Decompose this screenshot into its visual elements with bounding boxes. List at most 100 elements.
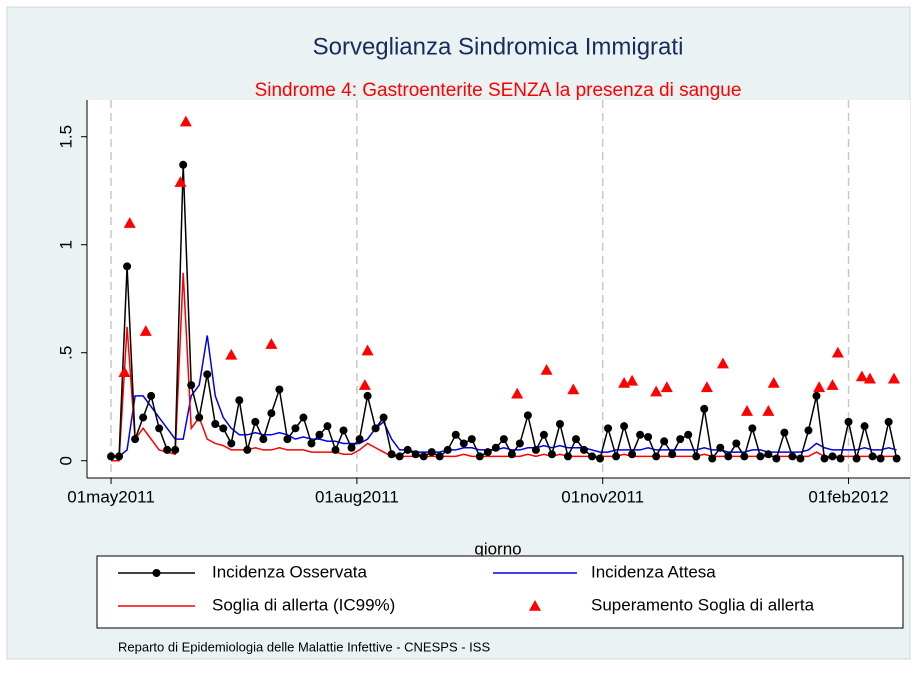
data-point — [650, 385, 663, 397]
caption: Reparto di Epidemiologia delle Malattie … — [118, 639, 490, 654]
data-point — [179, 115, 192, 127]
data-point — [315, 430, 324, 439]
chart-subtitle: Sindrome 4: Gastroenterite SENZA la pres… — [255, 80, 742, 101]
data-point — [772, 454, 781, 463]
data-point — [459, 439, 468, 448]
data-point — [515, 439, 524, 448]
data-point — [339, 426, 348, 435]
data-point — [419, 452, 428, 461]
data-point — [555, 420, 564, 428]
data-point — [716, 443, 725, 452]
data-point — [475, 452, 484, 461]
data-point — [852, 454, 861, 463]
data-point — [203, 370, 212, 379]
data-point — [275, 385, 284, 394]
data-point — [259, 435, 268, 444]
data-point — [588, 452, 597, 461]
data-point — [171, 445, 180, 454]
x-tick-label: 01may2011 — [67, 487, 155, 506]
data-point — [491, 443, 500, 452]
data-point — [855, 370, 868, 382]
data-point — [227, 439, 236, 448]
data-point — [467, 435, 476, 444]
data-point — [836, 454, 845, 463]
data-point — [363, 391, 372, 400]
legend-label: Incidenza Attesa — [591, 562, 716, 581]
legend-label: Incidenza Osservata — [212, 562, 368, 581]
data-point — [724, 452, 733, 461]
data-point — [812, 391, 821, 400]
legend-entry: Incidenza Attesa — [493, 562, 716, 581]
data-point — [636, 430, 645, 439]
data-point — [387, 450, 396, 459]
data-point — [523, 411, 532, 420]
data-point — [451, 430, 460, 439]
data-point — [283, 435, 292, 444]
data-point — [796, 454, 805, 463]
data-point — [692, 452, 701, 461]
y-tick-label: .5 — [56, 346, 75, 360]
data-point — [860, 422, 869, 431]
data-point — [299, 413, 308, 422]
data-point — [123, 217, 136, 228]
data-point — [411, 450, 420, 459]
data-point — [507, 450, 516, 459]
data-point — [644, 432, 653, 441]
data-point — [358, 379, 371, 390]
data-point — [179, 160, 188, 169]
data-point — [892, 454, 901, 463]
data-point — [884, 417, 893, 426]
data-point — [265, 338, 278, 349]
data-point — [323, 422, 332, 431]
data-point — [604, 424, 613, 433]
data-point — [547, 450, 556, 459]
legend-label: Soglia di allerta (IC99%) — [212, 595, 395, 614]
data-point — [626, 374, 639, 386]
data-point — [371, 424, 380, 433]
x-tick-label: 01nov2011 — [561, 487, 644, 506]
data-point — [580, 445, 589, 454]
data-point — [813, 381, 826, 393]
legend-entry: Soglia di allerta (IC99%) — [118, 595, 395, 614]
legend-entries: Incidenza Osservata Incidenza Attesa Sogli… — [118, 562, 815, 614]
data-point — [868, 452, 877, 461]
data-point — [620, 422, 629, 431]
marks — [107, 115, 901, 463]
data-point — [740, 452, 749, 461]
data-point — [762, 405, 775, 416]
data-point — [828, 452, 837, 461]
data-point — [831, 346, 844, 358]
data-point — [211, 420, 220, 428]
data-point — [596, 454, 605, 463]
data-point — [187, 381, 196, 390]
data-point — [844, 417, 853, 426]
data-point — [563, 452, 572, 461]
data-point — [863, 372, 876, 384]
data-point — [804, 426, 813, 435]
data-point — [435, 452, 444, 461]
data-point — [499, 435, 508, 444]
data-point — [628, 450, 637, 459]
data-point — [147, 391, 156, 400]
grid — [110, 100, 850, 478]
data-point — [780, 428, 789, 437]
data-point — [395, 452, 404, 461]
data-point — [443, 445, 452, 454]
data-point — [225, 348, 238, 360]
data-point — [652, 452, 661, 461]
chart-title: Sorveglianza Sindromica Immigrati — [313, 33, 684, 60]
data-point — [668, 450, 677, 459]
data-point — [716, 357, 729, 369]
data-point — [251, 417, 260, 426]
data-point — [139, 325, 152, 336]
plot-region — [87, 100, 910, 478]
data-point — [107, 452, 116, 461]
data-point — [767, 376, 780, 388]
data-point — [732, 439, 741, 448]
data-point — [748, 424, 757, 433]
data-point — [571, 435, 580, 444]
data-point — [539, 430, 548, 439]
data-point — [876, 454, 885, 463]
